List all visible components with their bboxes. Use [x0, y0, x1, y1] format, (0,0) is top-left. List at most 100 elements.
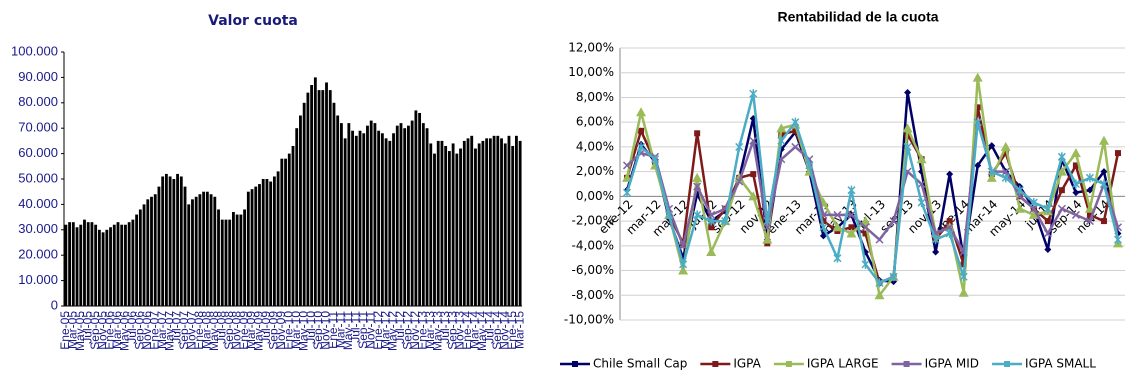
- marker: [1043, 204, 1052, 214]
- bar: [183, 186, 187, 306]
- y-tick-label: 10,00%: [568, 65, 614, 79]
- bar: [194, 196, 198, 306]
- bar: [328, 90, 332, 306]
- marker: [777, 136, 786, 146]
- marker: [1002, 150, 1009, 157]
- x-tick-label: Ene-09: [237, 311, 251, 350]
- bar: [410, 120, 414, 306]
- bar: [358, 130, 362, 306]
- bar: [232, 212, 235, 306]
- x-tick-label: May-13: [430, 311, 444, 351]
- bar: [295, 128, 299, 306]
- marker: [1100, 218, 1107, 225]
- x-tick-label: Sep-07: [177, 311, 191, 350]
- y-tick-label: 0: [51, 297, 58, 312]
- bar: [518, 140, 522, 306]
- x-tick-label: Jul-10: [304, 311, 318, 344]
- legend-marker: [572, 361, 578, 367]
- legend-label: IGPA LARGE: [807, 357, 879, 371]
- marker: [819, 222, 828, 232]
- x-tick-label: May-07: [162, 311, 176, 351]
- bar: [287, 153, 291, 306]
- bar: [354, 135, 358, 306]
- bar: [265, 179, 269, 306]
- marker: [748, 191, 759, 201]
- x-tick-label: May-12: [386, 311, 400, 351]
- marker: [903, 142, 912, 152]
- marker: [945, 228, 954, 238]
- x-tick-label: Mar-13: [423, 311, 437, 349]
- marker: [622, 172, 633, 182]
- series-line: [626, 121, 1120, 256]
- marker: [1015, 185, 1024, 195]
- marker: [679, 259, 688, 269]
- marker: [1072, 162, 1079, 169]
- x-tick-label: Nov-11: [363, 311, 377, 349]
- legend-label: IGPA: [733, 357, 761, 371]
- marker: [1001, 167, 1010, 176]
- x-tick-label: Mar-08: [200, 311, 214, 349]
- bar: [440, 140, 444, 306]
- marker: [1029, 204, 1038, 213]
- bar: [86, 222, 90, 306]
- legend-swatch: [712, 361, 719, 367]
- bar: [403, 128, 407, 306]
- marker: [637, 142, 646, 152]
- marker: [987, 167, 996, 177]
- bar: [414, 110, 418, 306]
- marker: [931, 235, 940, 245]
- x-tick-label: Ene-11: [326, 311, 340, 349]
- marker: [833, 253, 842, 263]
- bar: [377, 130, 381, 306]
- marker: [1085, 217, 1094, 226]
- marker: [875, 235, 884, 244]
- bar: [120, 224, 124, 306]
- y-tick-label: 30.000: [18, 221, 58, 236]
- y-tick-label: 90.000: [18, 69, 58, 84]
- bar: [321, 90, 325, 306]
- marker: [819, 232, 827, 240]
- x-tick-label: Sep-12: [401, 311, 415, 350]
- series-line: [625, 93, 1120, 285]
- x-tick-label: Ene-10: [281, 311, 295, 350]
- bar: [68, 222, 72, 306]
- x-tick-label: Mar-05: [65, 311, 79, 349]
- x-tick-label: Mar-10: [289, 311, 303, 349]
- bar: [339, 123, 343, 307]
- bar: [179, 176, 183, 306]
- marker: [1099, 179, 1108, 189]
- marker: [792, 127, 799, 134]
- bar: [306, 92, 310, 306]
- marker: [1001, 173, 1010, 183]
- bar: [254, 186, 258, 306]
- marker: [958, 287, 969, 297]
- bar: [444, 145, 448, 306]
- x-tick-label: Sep-06: [133, 311, 147, 350]
- marker: [1070, 148, 1081, 158]
- bar: [246, 191, 250, 306]
- marker: [1057, 204, 1066, 213]
- bar: [164, 173, 168, 306]
- marker: [694, 130, 701, 137]
- bar: [191, 199, 194, 306]
- marker: [762, 234, 773, 244]
- y-tick-label: 50.000: [18, 170, 58, 185]
- x-tick-label: Sep-09: [267, 311, 281, 350]
- marker: [889, 272, 898, 282]
- x-tick-label: Jul-12: [393, 311, 407, 344]
- legend-label: IGPA MID: [925, 357, 979, 371]
- bar: [310, 85, 314, 307]
- x-tick-label: Jul-08: [214, 311, 228, 344]
- bar: [347, 123, 351, 307]
- marker: [1071, 210, 1080, 219]
- bar: [492, 135, 496, 306]
- bar: [366, 125, 369, 306]
- bar: [488, 138, 492, 306]
- bar: [131, 219, 135, 306]
- x-tick-label: Jul-09: [259, 311, 273, 344]
- marker: [1084, 203, 1095, 213]
- bar: [317, 90, 321, 306]
- bar: [220, 219, 224, 306]
- bar: [433, 153, 436, 306]
- legend-label: IGPA SMALL: [1025, 357, 1096, 371]
